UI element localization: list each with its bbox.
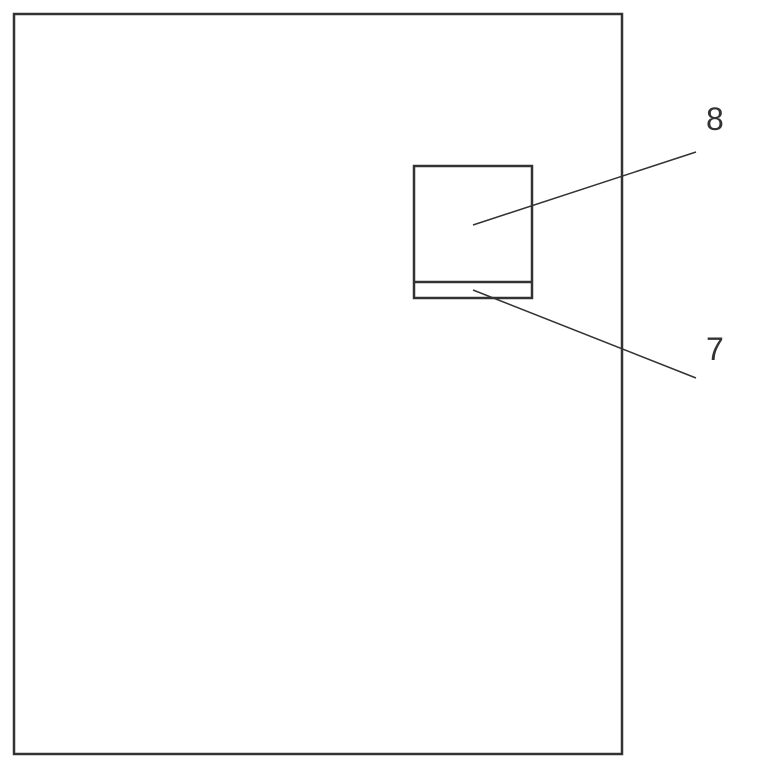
label-7: 7 [706,331,724,367]
inner-rectangle [414,166,532,298]
outer-rectangle [14,14,622,754]
diagram-container: 8 7 [0,0,781,771]
label-8: 8 [706,101,724,137]
diagram-svg: 8 7 [0,0,781,771]
callout-line-7 [473,290,696,378]
callout-line-8 [473,152,696,225]
